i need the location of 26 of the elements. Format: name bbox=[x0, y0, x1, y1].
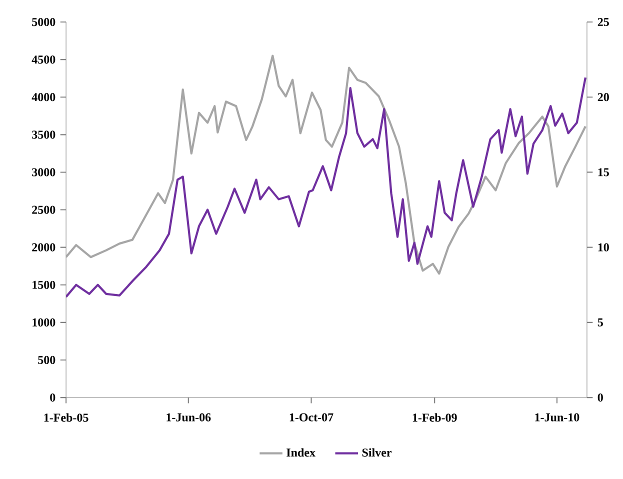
y-tick-label: 5000 bbox=[32, 18, 56, 26]
x-tick-label: 1-Jun-10 bbox=[535, 413, 580, 422]
y-tick-label: 1000 bbox=[32, 318, 56, 327]
x-tick-label: 1-Jun-06 bbox=[166, 413, 211, 422]
y-tick-label: 500 bbox=[38, 356, 56, 364]
x-tick-label: 1-Feb-05 bbox=[44, 413, 88, 422]
y-tick-label: 3500 bbox=[32, 130, 56, 139]
y-tick-label: 2000 bbox=[32, 243, 56, 252]
y2-tick-label: 0 bbox=[598, 394, 603, 402]
y-tick-label: 4000 bbox=[32, 93, 56, 102]
x-tick-label: 1-Oct-07 bbox=[290, 413, 334, 422]
y-tick-label: 1500 bbox=[32, 280, 56, 289]
y2-tick-label: 20 bbox=[598, 93, 609, 102]
legend-label: Index bbox=[286, 448, 316, 457]
y2-tick-label: 5 bbox=[598, 318, 603, 326]
x-tick-label: 1-Feb-09 bbox=[412, 413, 457, 422]
y-tick-label: 2500 bbox=[32, 206, 56, 214]
line-series bbox=[66, 76, 587, 298]
y2-tick-label: 15 bbox=[598, 168, 609, 176]
y2-tick-label: 10 bbox=[598, 243, 609, 252]
y-tick-label: 0 bbox=[50, 394, 56, 402]
y2-tick-label: 25 bbox=[598, 18, 609, 26]
y-tick-label: 4500 bbox=[32, 56, 56, 64]
y-tick-label: 3000 bbox=[32, 168, 56, 176]
line-series bbox=[66, 54, 587, 275]
legend-label: Silver bbox=[362, 448, 392, 457]
